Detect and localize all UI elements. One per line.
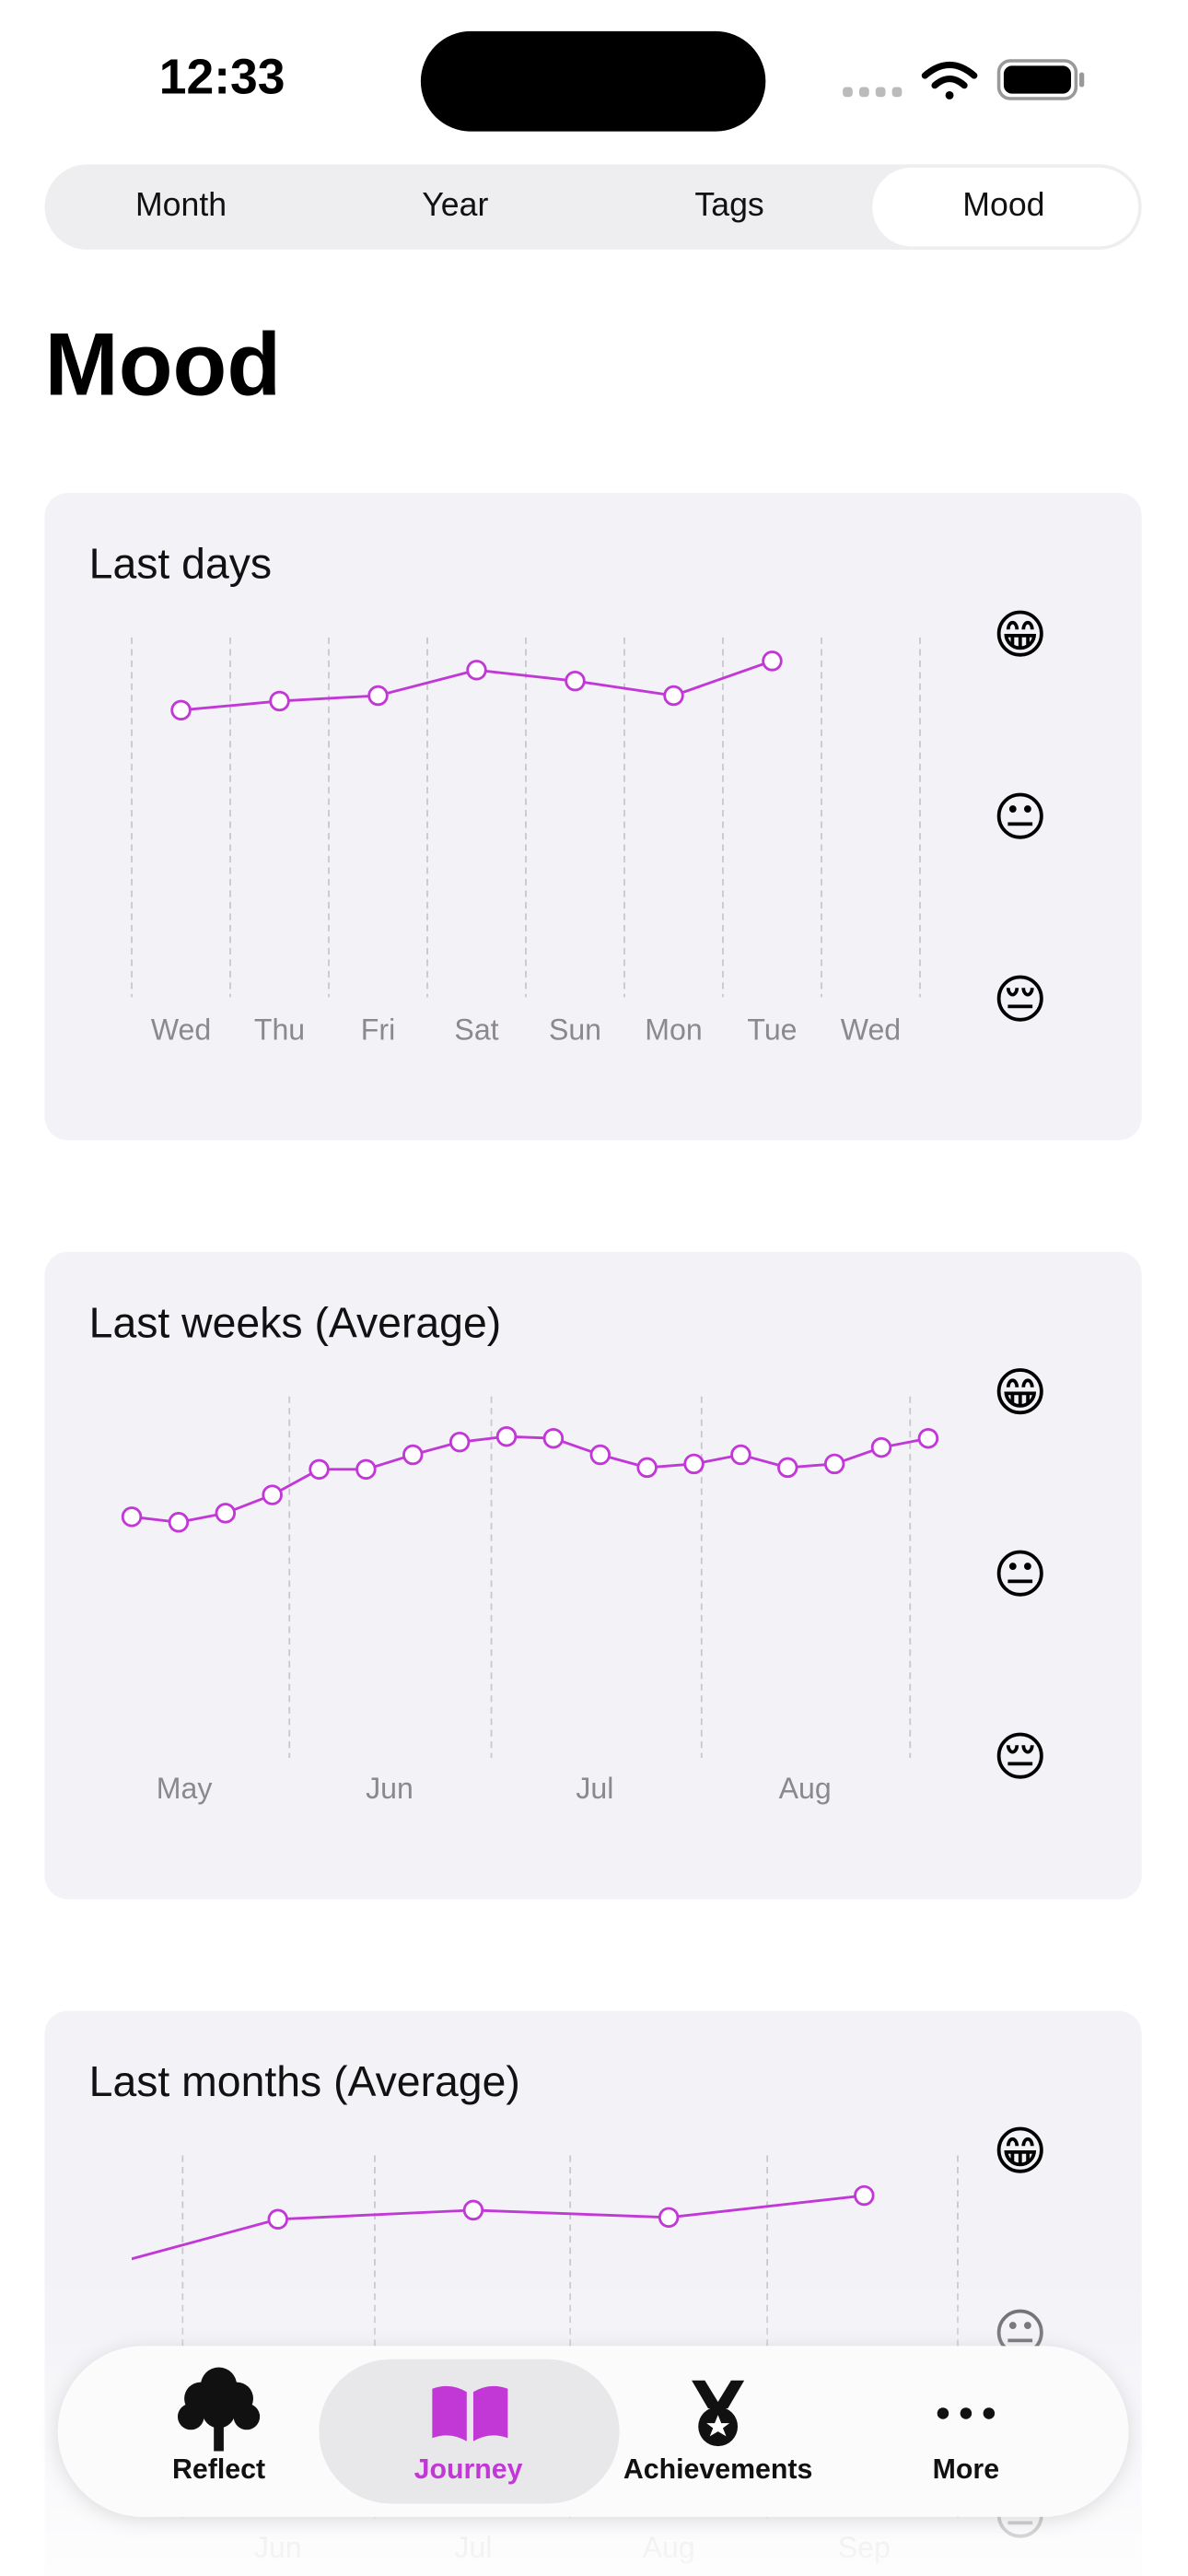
card: [44, 492, 1142, 1141]
mood-point: [466, 660, 487, 681]
battery-icon: [996, 59, 1085, 100]
x-tick-label: Jun: [366, 1772, 413, 1805]
mood-point: [658, 2207, 680, 2229]
page-title: Mood: [45, 315, 282, 414]
x-tick-label: Wed: [841, 1013, 901, 1046]
chart-title: Last days: [89, 539, 272, 587]
mood-point: [683, 1453, 705, 1475]
reflect-icon: [177, 2367, 261, 2452]
mood-point: [762, 650, 783, 672]
segment-label[interactable]: Year: [422, 186, 488, 223]
chart-title: Last months (Average): [89, 2057, 520, 2105]
mood-point: [565, 670, 586, 692]
x-tick-label: Wed: [151, 1013, 211, 1046]
y-tick-emoji: 😁: [993, 2123, 1047, 2182]
dynamic-island: [420, 30, 766, 132]
achievements-icon: [692, 2380, 745, 2447]
tab-label[interactable]: More: [933, 2454, 999, 2485]
y-tick-emoji: 😔: [993, 1728, 1047, 1787]
segment-label[interactable]: Tags: [694, 186, 763, 223]
mood-point: [495, 1425, 518, 1447]
tab-label[interactable]: Achievements: [623, 2454, 812, 2485]
tab-label[interactable]: Journey: [414, 2454, 523, 2485]
mood-point: [777, 1457, 798, 1479]
mood-point: [309, 1458, 330, 1481]
segment-label[interactable]: Month: [135, 186, 227, 223]
mood-point: [589, 1444, 611, 1466]
x-tick-label: Sun: [549, 1013, 601, 1046]
y-tick-emoji: 😐: [993, 789, 1047, 848]
mood-point: [542, 1427, 565, 1449]
mood-point: [215, 1503, 237, 1524]
mood-point: [269, 690, 290, 712]
mood-point: [870, 1436, 892, 1458]
chart: Last weeks (Average) 😔 😐 😁 May Jun Jul Aug: [89, 1298, 1048, 1805]
x-tick-label: Sat: [454, 1013, 498, 1046]
x-tick-label: Tue: [747, 1013, 797, 1046]
series: [121, 1425, 939, 1533]
mood-point: [462, 2199, 484, 2221]
series: [132, 2184, 875, 2261]
mood-point: [730, 1444, 751, 1466]
y-tick-emoji: 😁: [993, 606, 1047, 665]
mood-point: [262, 1484, 283, 1505]
mood-point: [448, 1431, 471, 1453]
segmented-control: [44, 164, 1142, 251]
mood-point: [917, 1427, 939, 1449]
series: [170, 650, 783, 721]
card: [44, 1251, 1142, 1900]
x-tick-label: May: [157, 1772, 213, 1805]
chart: Last days 😔 😐 😁 Wed Thu Fri Sat Sun Mon Tue Wed: [89, 539, 1048, 1046]
tab-selected: [319, 2359, 620, 2504]
y-tick-emoji: 😁: [993, 1364, 1047, 1423]
more-icon: [937, 2407, 996, 2419]
mood-point: [402, 1444, 424, 1466]
status-time: 12:33: [159, 51, 285, 105]
tab-label[interactable]: Reflect: [172, 2454, 265, 2485]
chart-title: Last weeks (Average): [89, 1298, 501, 1346]
x-tick-label: Thu: [254, 1013, 305, 1046]
journey-icon: [432, 2385, 508, 2441]
segment-selected: [872, 167, 1139, 247]
wifi-icon: [921, 62, 978, 100]
x-tick-label: Fri: [361, 1013, 395, 1046]
signal-icon: [843, 87, 903, 98]
mood-point: [267, 2208, 288, 2231]
mood-point: [367, 685, 389, 707]
x-tick-label: Mon: [645, 1013, 702, 1046]
mood-point: [170, 699, 192, 721]
mood-point: [121, 1506, 143, 1528]
mood-point: [168, 1512, 190, 1533]
mood-point: [854, 2184, 875, 2207]
mood-point: [823, 1453, 845, 1475]
mood-point: [355, 1458, 377, 1481]
x-tick-label: Aug: [779, 1772, 832, 1805]
mood-point: [636, 1457, 658, 1479]
segment-label[interactable]: Mood: [962, 186, 1044, 223]
mood-point: [663, 685, 684, 707]
x-tick-label: Jul: [576, 1772, 613, 1805]
y-tick-emoji: 😔: [993, 971, 1047, 1030]
y-tick-emoji: 😐: [993, 1546, 1047, 1605]
